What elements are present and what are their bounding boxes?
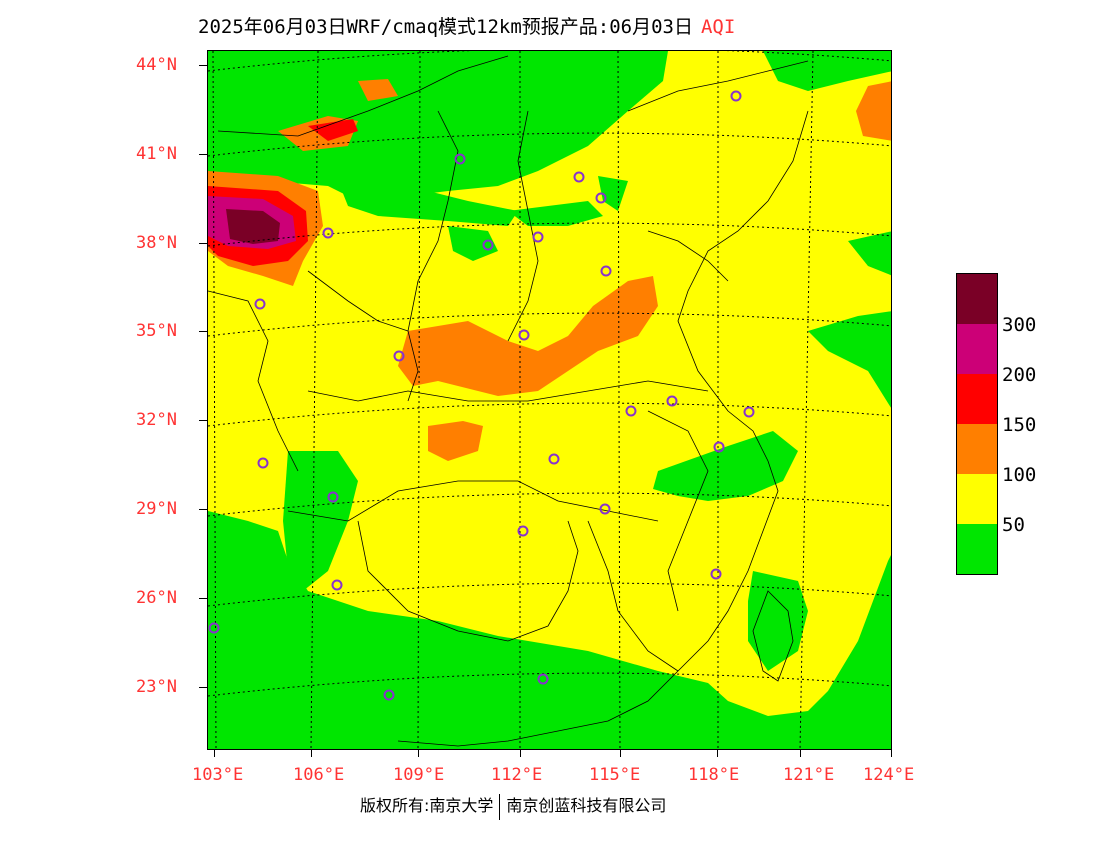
lon-label: 109°E [393,765,445,785]
station-marker [482,239,494,251]
lat-tick [199,509,207,510]
lat-tick [199,331,207,332]
lat-tick [199,598,207,599]
copyright-right: 南京创蓝科技有限公司 [506,796,667,815]
lon-tick [717,750,718,757]
lat-label: 44°N [136,55,177,75]
station-marker [548,453,560,465]
station-marker [666,395,678,407]
lon-tick [800,750,801,757]
lon-label: 106°E [293,765,345,785]
aqi-legend [956,273,998,575]
lat-label: 35°N [136,321,177,341]
legend-label: 150 [1002,414,1037,436]
legend-swatch-hazardous [957,274,997,324]
lat-tick [199,420,207,421]
station-marker [454,153,466,165]
lat-tick [199,154,207,155]
lon-label: 121°E [783,765,835,785]
title-main: 2025年06月03日WRF/cmaq模式12km预报产品:06月03日 [198,16,693,38]
station-marker [518,329,530,341]
station-marker [595,192,607,204]
station-marker [393,350,405,362]
map-title: 2025年06月03日WRF/cmaq模式12km预报产品:06月03日 AQI [198,12,735,39]
station-marker [331,579,343,591]
lat-label: 41°N [136,144,177,164]
legend-swatch-very-unhealthy [957,324,997,374]
lon-label: 115°E [589,765,641,785]
station-marker [208,622,220,634]
legend-swatch-moderate [957,474,997,524]
lon-tick [311,750,312,757]
legend-label: 200 [1002,364,1037,386]
station-marker [573,171,585,183]
province-borders [208,55,809,747]
map-plot[interactable] [207,50,892,750]
station-marker [713,441,725,453]
copyright-left: 版权所有:南京大学 [360,796,494,815]
legend-label: 300 [1002,314,1037,336]
station-marker [599,503,611,515]
legend-label: 50 [1002,514,1025,536]
lon-tick [520,750,521,757]
good-aqi-regions [208,51,891,749]
station-marker [517,525,529,537]
station-marker [322,227,334,239]
legend-swatch-usg [957,424,997,474]
lat-label: 29°N [136,499,177,519]
lat-label: 38°N [136,233,177,253]
lon-label: 112°E [491,765,543,785]
legend-label: 100 [1002,464,1037,486]
station-marker [537,673,549,685]
footer-divider [499,793,501,820]
station-marker [625,405,637,417]
lat-tick [199,243,207,244]
copyright-footer: 版权所有:南京大学 南京创蓝科技有限公司 [360,792,666,820]
lon-tick [418,750,419,757]
station-marker [254,298,266,310]
legend-swatch-good [957,524,997,574]
lat-tick [199,687,207,688]
station-marker [600,265,612,277]
lon-tick [620,750,621,757]
station-marker [730,90,742,102]
title-variable: AQI [700,16,736,38]
lat-tick [199,65,207,66]
graticule [208,51,891,749]
lat-label: 32°N [136,410,177,430]
station-marker [532,231,544,243]
lon-label: 103°E [192,765,244,785]
legend-swatch-unhealthy [957,374,997,424]
high-aqi-regions [208,119,358,266]
lat-label: 23°N [136,677,177,697]
lon-tick [214,750,215,757]
station-marker [383,689,395,701]
station-marker [743,406,755,418]
aqi-map-svg [208,51,891,749]
station-marker [710,568,722,580]
lon-tick [891,750,892,757]
lat-label: 26°N [136,588,177,608]
station-marker [257,457,269,469]
lon-label: 124°E [863,765,915,785]
lon-label: 118°E [688,765,740,785]
station-marker [327,491,339,503]
station-markers [208,90,755,701]
